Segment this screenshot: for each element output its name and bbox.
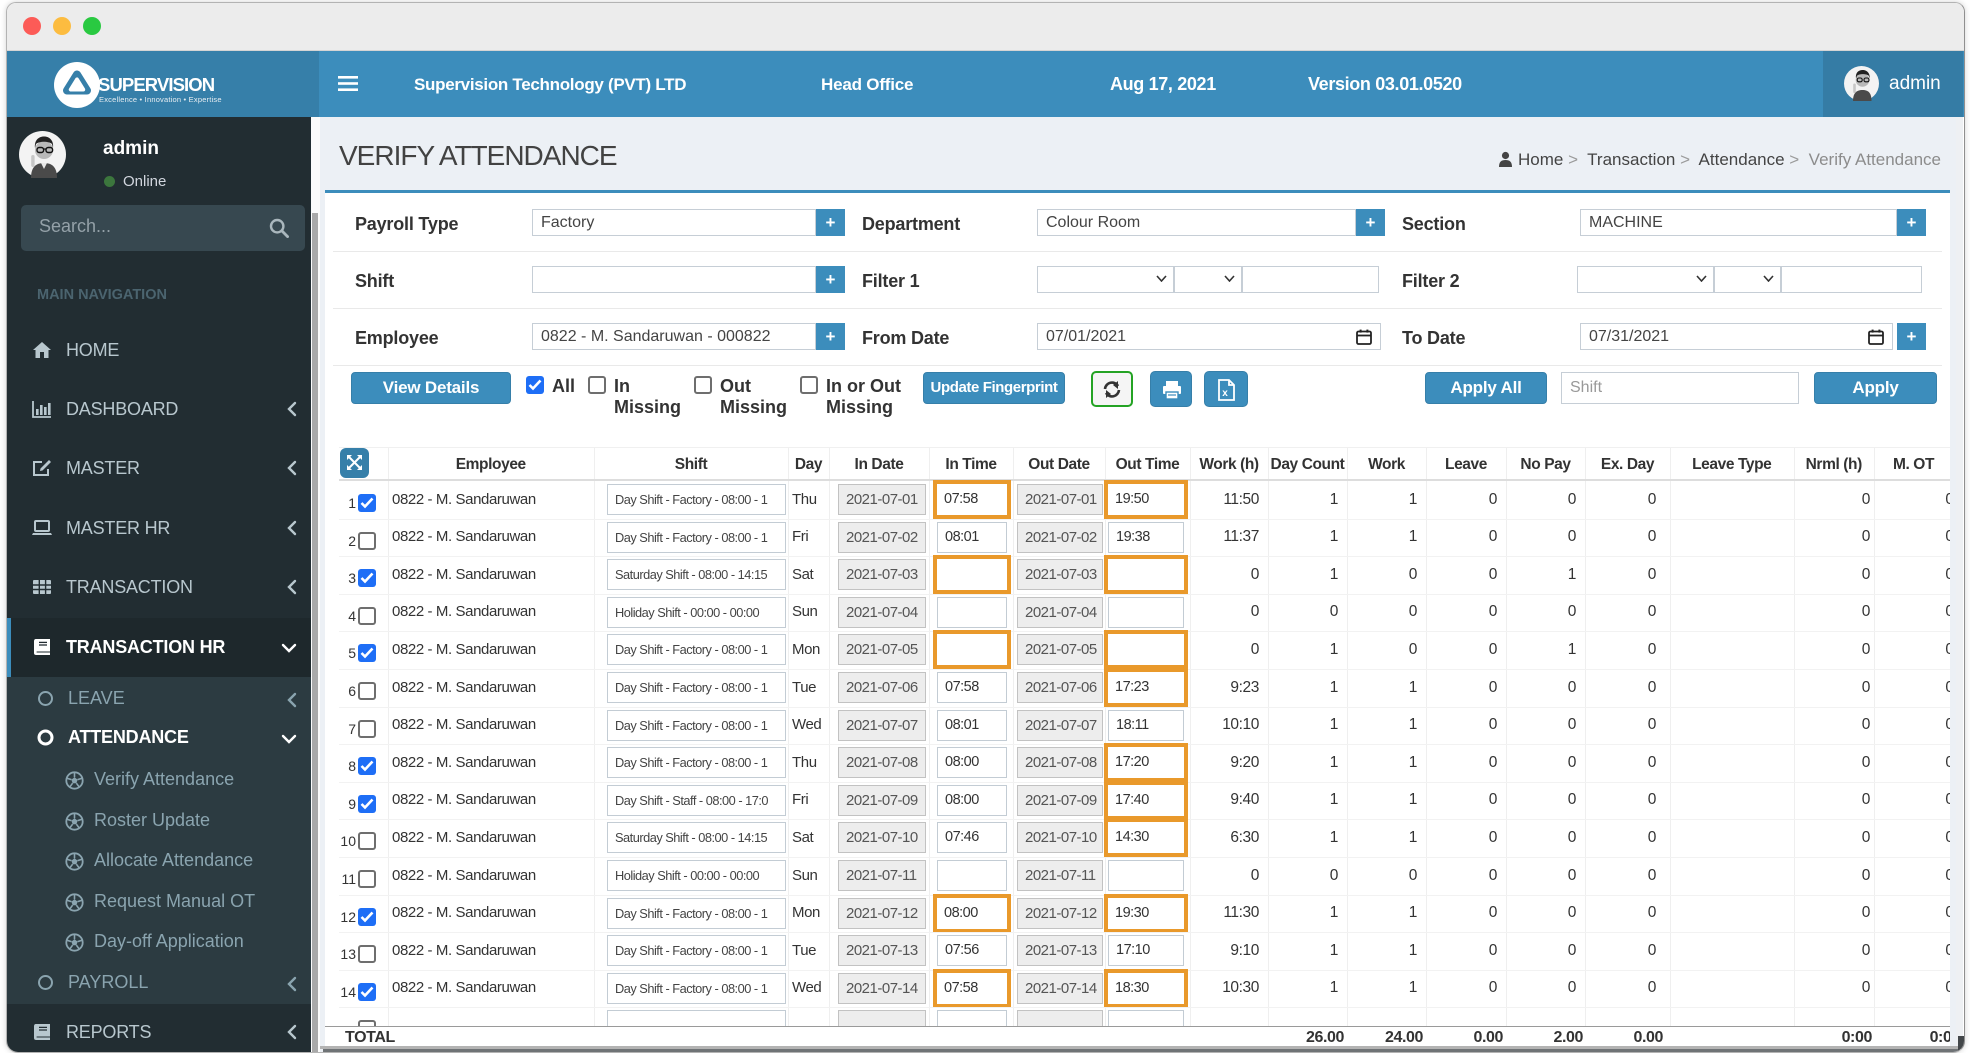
svg-text:x: x bbox=[1222, 388, 1228, 399]
